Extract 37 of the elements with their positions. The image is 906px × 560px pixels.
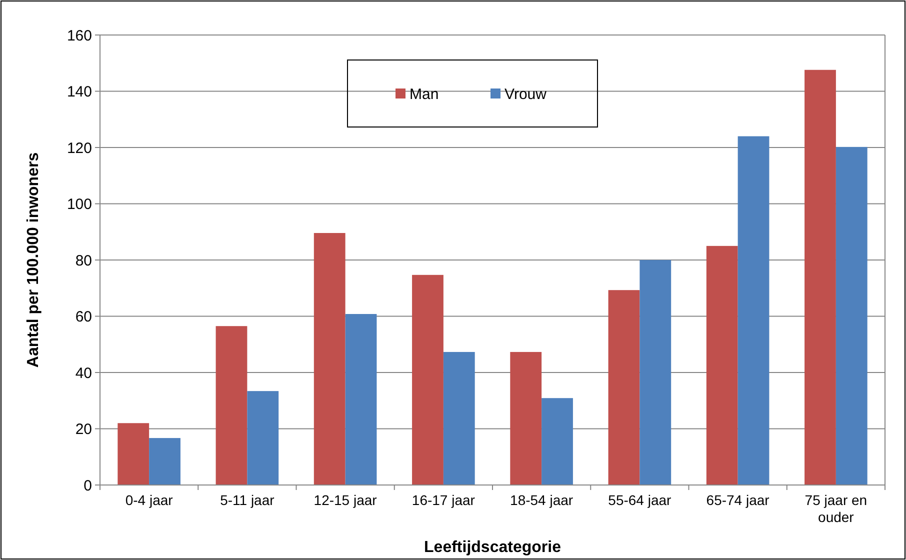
bar bbox=[314, 233, 346, 485]
bar bbox=[412, 274, 444, 485]
bar bbox=[706, 246, 738, 485]
bar bbox=[608, 290, 640, 485]
y-tick-label: 60 bbox=[75, 308, 92, 326]
x-tick-label: 12-15 jaar bbox=[314, 492, 378, 508]
x-tick-label: 16-17 jaar bbox=[412, 492, 476, 508]
x-tick-label: 65-74 jaar bbox=[706, 492, 770, 508]
y-tick-label: 40 bbox=[75, 364, 92, 382]
bar bbox=[510, 352, 542, 485]
bar bbox=[443, 352, 475, 485]
bar bbox=[640, 260, 672, 485]
y-axis-title: Aantal per 100.000 inwoners bbox=[25, 152, 42, 368]
bar bbox=[836, 146, 868, 485]
y-tick-label: 120 bbox=[66, 140, 92, 157]
x-tick-label: 5-11 jaar bbox=[220, 492, 275, 508]
x-tick-label: 75 jaar en ouder bbox=[804, 492, 868, 525]
bar bbox=[247, 391, 279, 485]
bar bbox=[345, 314, 377, 485]
x-tick-label: 0-4 jaar bbox=[125, 492, 174, 508]
y-tick-label: 0 bbox=[84, 477, 92, 494]
y-tick-label: 80 bbox=[75, 252, 92, 270]
legend-label: Vrouw bbox=[504, 86, 547, 103]
bar bbox=[738, 136, 770, 485]
legend-label: Man bbox=[410, 86, 439, 103]
y-tick-label: 160 bbox=[66, 27, 92, 44]
bar bbox=[149, 438, 180, 485]
bar bbox=[118, 423, 150, 485]
bar bbox=[542, 398, 573, 485]
y-tick-label: 20 bbox=[75, 421, 92, 438]
y-tick-label: 100 bbox=[66, 196, 92, 213]
x-axis-title: Leeftijdscategorie bbox=[424, 539, 562, 556]
bar bbox=[804, 70, 836, 485]
x-tick-label: 18-54 jaar bbox=[510, 492, 574, 508]
x-tick-label: 55-64 jaar bbox=[608, 492, 672, 508]
y-tick-label: 140 bbox=[66, 84, 92, 100]
bar bbox=[216, 326, 248, 485]
